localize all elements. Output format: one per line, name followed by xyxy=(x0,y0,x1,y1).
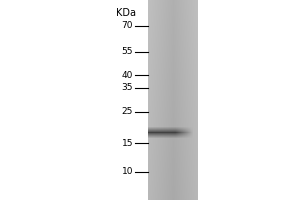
Text: 10: 10 xyxy=(122,168,133,176)
Text: 70: 70 xyxy=(122,21,133,30)
Text: 15: 15 xyxy=(122,138,133,148)
Text: 40: 40 xyxy=(122,71,133,79)
Text: 55: 55 xyxy=(122,47,133,56)
Text: 35: 35 xyxy=(122,84,133,92)
Text: 25: 25 xyxy=(122,108,133,116)
Text: KDa: KDa xyxy=(116,8,136,18)
